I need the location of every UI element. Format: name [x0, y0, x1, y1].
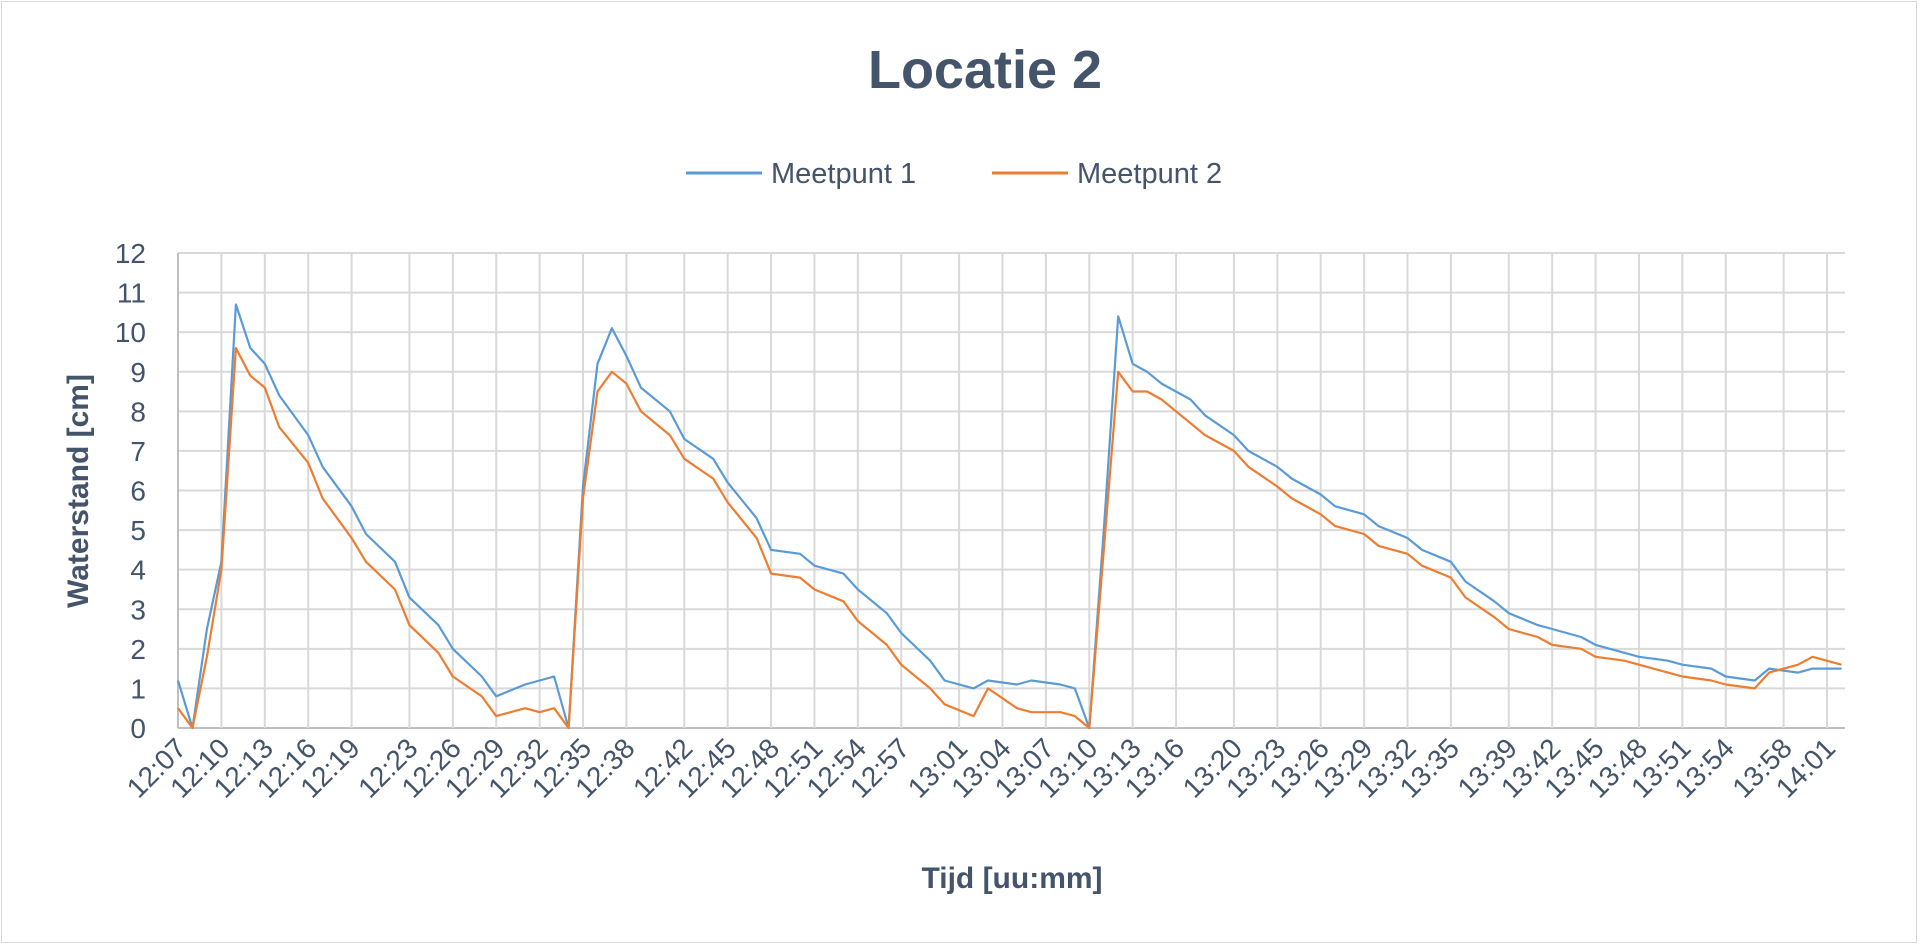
- x-axis-ticks: 12:0712:1012:1312:1612:1912:2312:2612:29…: [121, 732, 1841, 803]
- chart-title: Locatie 2: [868, 40, 1102, 100]
- legend: Meetpunt 1 Meetpunt 2: [686, 158, 1222, 190]
- y-tick-label: 2: [130, 634, 146, 665]
- y-tick-label: 11: [117, 278, 146, 309]
- y-tick-label: 9: [130, 357, 146, 388]
- y-tick-label: 6: [130, 476, 146, 507]
- x-axis-title: Tijd [uu:mm]: [921, 862, 1102, 895]
- y-axis-title: Waterstand [cm]: [62, 374, 95, 608]
- y-tick-label: 7: [130, 436, 146, 467]
- series-line-meetpunt-2: [177, 346, 1842, 730]
- y-tick-label: 3: [130, 594, 146, 625]
- y-tick-label: 4: [130, 555, 146, 586]
- series-line-meetpunt-1: [176, 303, 1842, 730]
- legend-label-meetpunt-2: Meetpunt 2: [1077, 158, 1222, 190]
- gridlines: [177, 252, 1845, 729]
- plot-area: [176, 303, 1842, 730]
- y-tick-label: 12: [115, 238, 146, 269]
- y-tick-label: 10: [115, 317, 146, 348]
- y-tick-label: 1: [130, 673, 146, 704]
- y-tick-label: 0: [130, 713, 146, 744]
- legend-label-meetpunt-1: Meetpunt 1: [771, 158, 916, 190]
- y-tick-label: 8: [130, 396, 146, 427]
- y-tick-label: 5: [130, 515, 146, 546]
